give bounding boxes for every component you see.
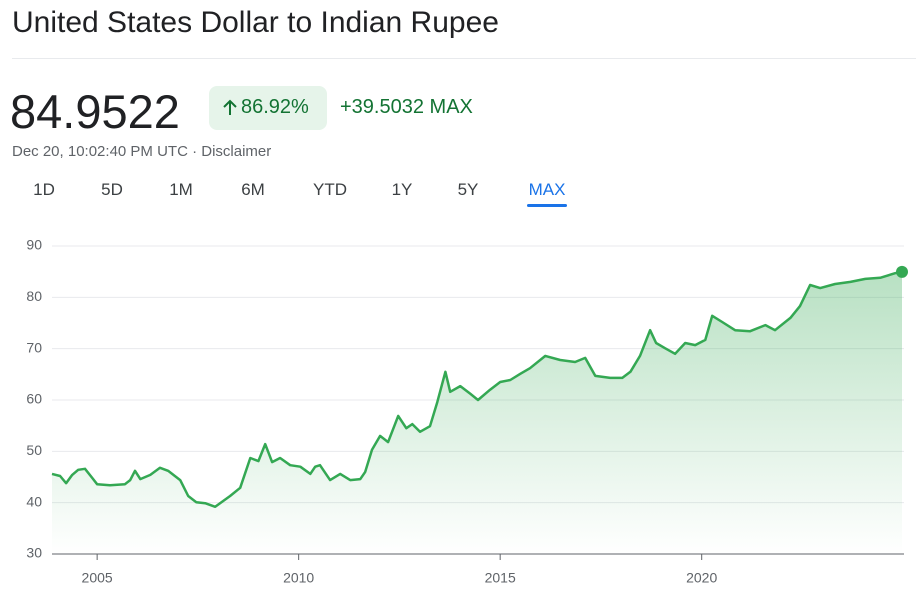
change-value: +39.5032 MAX — [340, 96, 473, 119]
range-tab[interactable]: 1D — [33, 180, 55, 199]
price: 84.9522 — [10, 85, 180, 138]
y-tick-label: 40 — [26, 493, 42, 509]
up-arrow — [223, 99, 237, 115]
x-tick-label: 2010 — [283, 570, 314, 586]
y-tick-label: 80 — [26, 288, 42, 304]
price-line — [51, 270, 903, 509]
range-tab[interactable]: YTD — [313, 180, 347, 199]
range-tab[interactable]: 5Y — [457, 180, 479, 199]
y-tick-label: 50 — [26, 442, 42, 458]
change-amount: +39.5032 — [340, 96, 424, 118]
range-tab[interactable]: 6M — [241, 180, 265, 199]
x-tick-label: 2005 — [82, 570, 113, 586]
change-badge — [209, 86, 327, 130]
range-tab[interactable]: 1M — [169, 180, 193, 199]
active-underline — [527, 204, 567, 207]
chart: 30 40 50 60 70 80 90 2005 2010 2015 2020 — [26, 237, 908, 586]
x-tick-label: 2015 — [485, 570, 516, 586]
y-tick-label: 70 — [26, 339, 42, 355]
y-tick-label: 60 — [26, 391, 42, 407]
divider — [12, 58, 916, 59]
range-tab[interactable]: 1Y — [391, 180, 413, 199]
range-tab[interactable]: 5D — [101, 180, 123, 199]
area — [52, 271, 902, 554]
x-tick-label: 2020 — [686, 570, 717, 586]
timestamp: Dec 20, 10:02:40 PM UTC · Disclaimer — [12, 143, 272, 160]
y-tick-label: 90 — [26, 237, 42, 253]
y-tick-label: 30 — [26, 545, 42, 561]
range-tab[interactable]: MAX — [528, 180, 566, 199]
change-percent: 86.92% — [241, 96, 309, 118]
change-period: MAX — [429, 96, 473, 118]
title: United States Dollar to Indian Rupee — [12, 6, 499, 39]
last-point — [896, 265, 908, 278]
